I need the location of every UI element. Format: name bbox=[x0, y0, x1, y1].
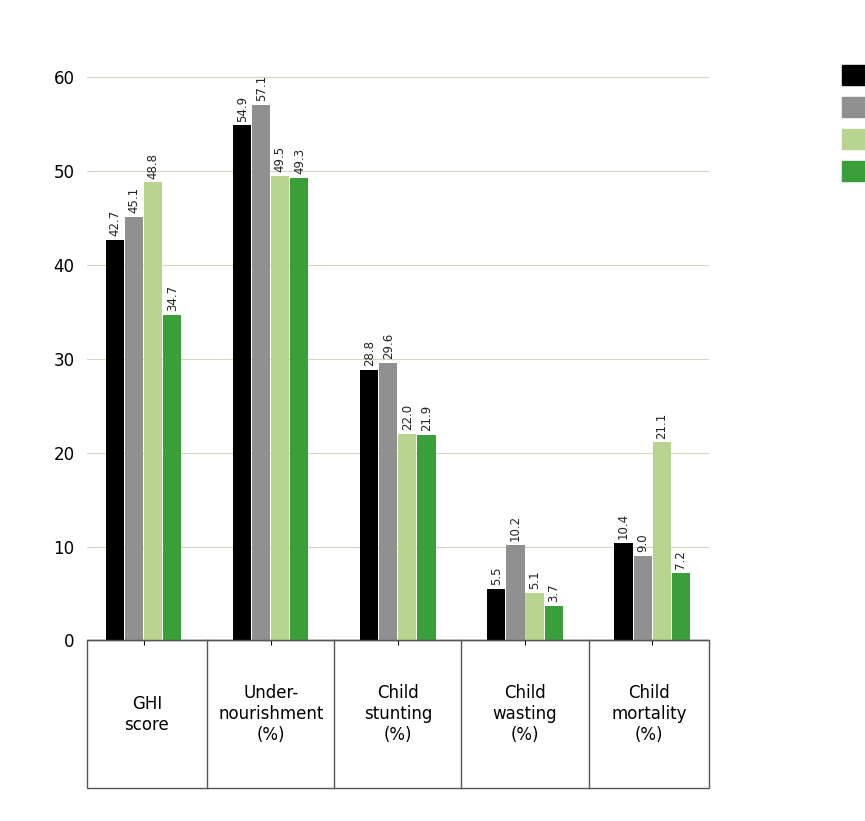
Text: 49.5: 49.5 bbox=[274, 146, 287, 172]
Text: 48.8: 48.8 bbox=[147, 153, 160, 179]
Text: Child
mortality
(%): Child mortality (%) bbox=[612, 685, 687, 744]
Text: 42.7: 42.7 bbox=[109, 209, 122, 236]
Bar bbox=[125, 218, 144, 640]
Text: 3.7: 3.7 bbox=[547, 583, 561, 602]
Bar bbox=[272, 176, 290, 640]
Text: 21.1: 21.1 bbox=[655, 412, 668, 438]
Text: 10.2: 10.2 bbox=[509, 515, 522, 541]
Bar bbox=[163, 314, 182, 640]
Text: 21.9: 21.9 bbox=[420, 405, 433, 431]
Bar bbox=[234, 126, 251, 640]
Text: 7.2: 7.2 bbox=[674, 550, 687, 569]
Text: 57.1: 57.1 bbox=[255, 75, 268, 101]
Bar bbox=[418, 435, 436, 640]
Bar bbox=[487, 589, 505, 640]
Legend: 2000, 2005, 2010, 2019: 2000, 2005, 2010, 2019 bbox=[836, 59, 865, 188]
Text: Under-
nourishment
(%): Under- nourishment (%) bbox=[218, 685, 324, 744]
Text: 5.5: 5.5 bbox=[490, 566, 503, 585]
Bar bbox=[144, 182, 163, 640]
Text: Child
stunting
(%): Child stunting (%) bbox=[363, 685, 432, 744]
Bar bbox=[506, 544, 524, 640]
Bar bbox=[380, 363, 397, 640]
Bar bbox=[671, 573, 689, 640]
Text: 49.3: 49.3 bbox=[293, 148, 306, 174]
Text: Child
wasting
(%): Child wasting (%) bbox=[493, 685, 557, 744]
Text: 5.1: 5.1 bbox=[528, 570, 541, 589]
Text: 34.7: 34.7 bbox=[166, 285, 179, 311]
Bar bbox=[291, 178, 309, 640]
Bar bbox=[545, 606, 562, 640]
Text: 28.8: 28.8 bbox=[362, 341, 375, 366]
Text: 22.0: 22.0 bbox=[401, 404, 414, 430]
Bar bbox=[360, 370, 378, 640]
Text: 54.9: 54.9 bbox=[235, 95, 249, 122]
Bar bbox=[525, 593, 543, 640]
Bar bbox=[614, 543, 632, 640]
Bar bbox=[633, 556, 651, 640]
Text: GHI
score: GHI score bbox=[125, 695, 170, 734]
Bar bbox=[106, 240, 125, 640]
Bar bbox=[399, 434, 416, 640]
Bar bbox=[652, 443, 670, 640]
Text: 9.0: 9.0 bbox=[636, 534, 649, 553]
Bar bbox=[253, 104, 271, 640]
Text: 45.1: 45.1 bbox=[128, 187, 141, 213]
Text: 29.6: 29.6 bbox=[381, 333, 394, 359]
Text: 10.4: 10.4 bbox=[617, 513, 630, 539]
